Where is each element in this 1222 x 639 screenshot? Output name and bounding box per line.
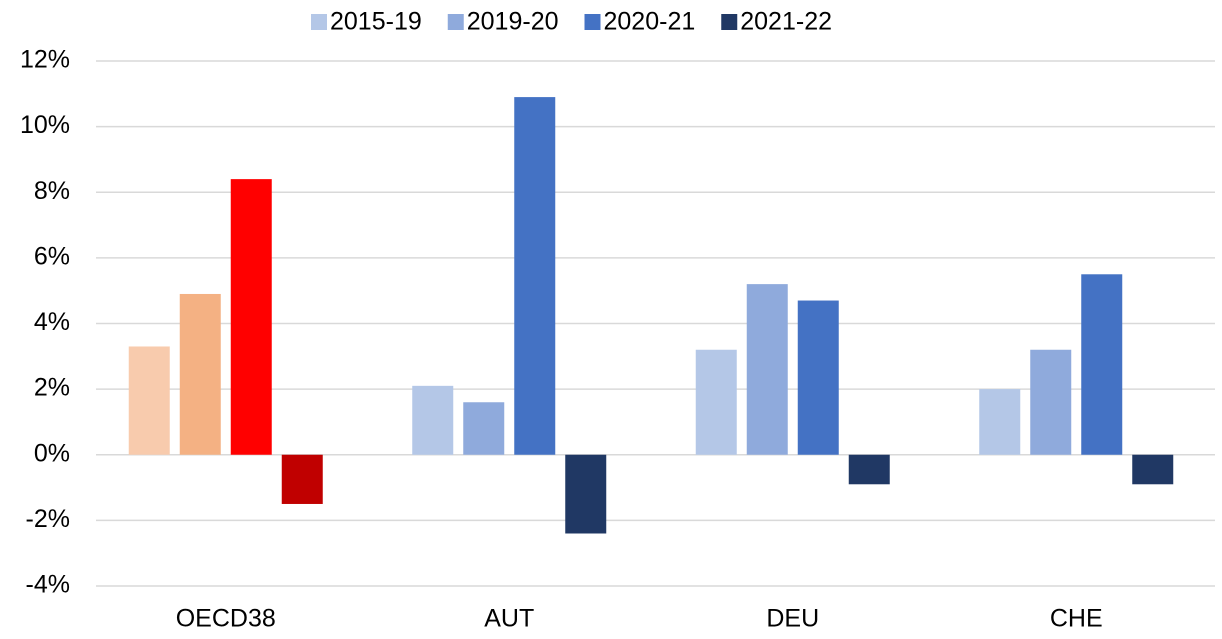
- y-tick-label: 6%: [34, 242, 70, 270]
- legend-label: 2021-22: [740, 8, 832, 36]
- y-tick-label: 8%: [34, 177, 70, 205]
- bar: [746, 284, 788, 455]
- y-tick-label: 12%: [20, 46, 70, 74]
- x-tick-label: CHE: [1050, 605, 1103, 633]
- bar: [1081, 274, 1123, 455]
- bar: [979, 389, 1021, 455]
- bar: [128, 346, 170, 455]
- bar: [797, 300, 839, 455]
- legend-label: 2015-19: [330, 8, 422, 36]
- y-tick-label: -2%: [26, 505, 70, 533]
- x-tick-label: DEU: [766, 605, 819, 633]
- legend-label: 2020-21: [604, 8, 696, 36]
- y-tick-label: 10%: [20, 111, 70, 139]
- y-tick-label: 2%: [34, 374, 70, 402]
- bar: [281, 454, 323, 504]
- bar: [1132, 454, 1174, 485]
- bar: [514, 97, 556, 455]
- legend-swatch: [721, 14, 738, 30]
- bar: [230, 179, 272, 455]
- bar: [463, 402, 505, 455]
- bar: [695, 349, 737, 455]
- x-tick-label: AUT: [484, 605, 534, 633]
- y-tick-label: -4%: [26, 571, 70, 599]
- y-tick-label: 0%: [34, 439, 70, 467]
- bar: [179, 293, 221, 455]
- legend-swatch: [584, 14, 601, 30]
- x-tick-label: OECD38: [176, 605, 276, 633]
- legend-label: 2019-20: [467, 8, 559, 36]
- legend-swatch: [311, 14, 327, 30]
- bar: [412, 385, 454, 455]
- bar: [1030, 349, 1072, 455]
- bar: [848, 454, 890, 485]
- bar: [565, 454, 607, 534]
- legend-swatch: [447, 14, 464, 30]
- y-tick-label: 4%: [34, 308, 70, 336]
